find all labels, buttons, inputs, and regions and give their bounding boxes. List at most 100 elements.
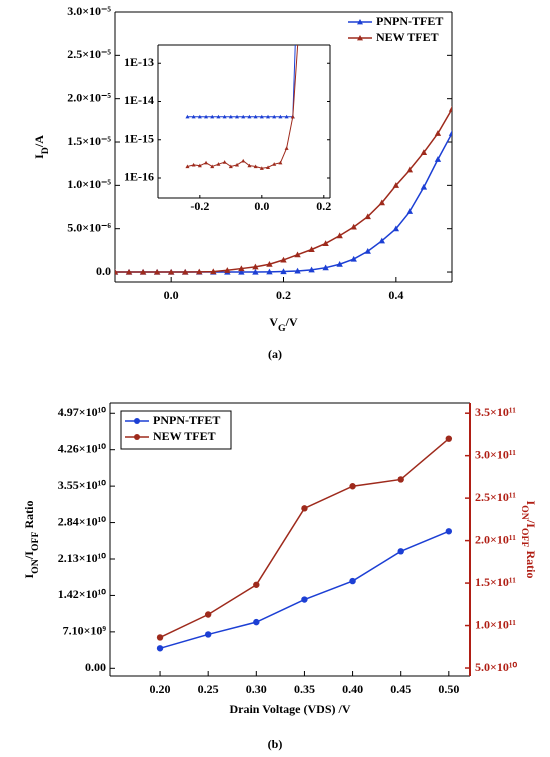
x-axis-label-part: Drain Voltage (VDS) /V [229, 702, 350, 716]
marker [448, 105, 452, 112]
legend-marker [357, 35, 363, 41]
markers [156, 528, 453, 652]
marker [266, 165, 271, 169]
y2-axis-label-part: OFF [519, 528, 530, 548]
y-axis-label-part: ON [30, 559, 41, 574]
marker [322, 264, 329, 271]
marker [280, 268, 287, 275]
marker [197, 163, 202, 168]
y-tick-label: 1E-16 [124, 170, 154, 184]
marker [253, 581, 260, 588]
y-axis-label-part: D [40, 147, 51, 154]
legend-label: PNPN-TFET [376, 14, 443, 28]
marker [216, 162, 221, 166]
marker [420, 149, 428, 155]
marker [336, 232, 343, 239]
y2-tick-label: 2.0×10¹¹ [475, 532, 516, 546]
y-tick-label: 4.26×10¹⁰ [58, 441, 106, 455]
marker [445, 435, 453, 442]
y-axis-label-part: I [32, 154, 46, 159]
marker [182, 268, 189, 275]
marker [156, 645, 164, 652]
y2-axis-label: ION/IOFF Ratio [519, 501, 538, 579]
marker [297, 23, 301, 27]
marker [253, 618, 260, 626]
x-tick-label: 0.25 [198, 682, 219, 696]
y-tick-label: 1.5×10⁻⁵ [67, 134, 111, 148]
marker [350, 255, 357, 262]
y2-axis-label-part: ON [519, 505, 530, 520]
y2-tick-label: 3.0×10¹¹ [475, 447, 516, 461]
x-tick-label: -0.2 [190, 199, 209, 213]
marker [392, 182, 400, 188]
marker [284, 114, 289, 119]
marker [204, 114, 209, 119]
marker [266, 261, 273, 267]
y-tick-label: 1E-15 [124, 131, 154, 145]
x-tick-label: 0.50 [438, 682, 459, 696]
y2-axis-label-part: Ratio [524, 547, 538, 578]
marker [290, 114, 295, 119]
y-tick-label: 1.42×10¹⁰ [58, 587, 106, 601]
y-axis-label-part: OFF [30, 531, 41, 551]
markers [115, 105, 452, 275]
marker [228, 164, 233, 169]
marker [235, 162, 240, 167]
marker [301, 596, 308, 603]
y-tick-label: 3.0×10⁻⁵ [67, 4, 111, 18]
marker [238, 268, 245, 275]
marker [204, 611, 212, 618]
marker [420, 183, 428, 190]
marker [294, 251, 301, 258]
marker [252, 268, 259, 275]
marker [196, 268, 203, 275]
y-tick-label: 1E-13 [124, 55, 154, 69]
x-tick-label: 0.45 [390, 682, 411, 696]
y-tick-label: 1.0×10⁻⁵ [67, 177, 111, 191]
series-line [159, 438, 450, 639]
marker [222, 114, 227, 119]
x-axis-label: VG/V [269, 315, 298, 334]
marker [350, 223, 357, 230]
marker [210, 268, 217, 275]
x-tick-label: 0.0 [164, 288, 179, 302]
x-tick-label: 0.2 [276, 288, 291, 302]
legend-box [120, 410, 232, 450]
marker [448, 130, 452, 136]
marker [153, 268, 161, 275]
x-axis-label-part: V [269, 315, 278, 329]
marker [294, 23, 298, 27]
marker [235, 114, 240, 119]
marker [445, 528, 453, 535]
y-tick-label: 2.13×10¹⁰ [58, 551, 106, 565]
y-tick-label: 2.84×10¹⁰ [58, 514, 106, 528]
marker [204, 631, 212, 638]
marker [167, 268, 175, 275]
marker [406, 166, 414, 173]
marker [278, 160, 283, 165]
marker [210, 114, 215, 119]
marker [204, 160, 209, 165]
marker [280, 256, 287, 263]
x-tick-label: 0.2 [316, 199, 331, 213]
x-tick-label: 0.0 [254, 199, 269, 213]
inset-background [158, 45, 330, 198]
marker [259, 114, 264, 119]
y-axis-label-part: Ratio [22, 501, 36, 532]
y2-tick-label: 3.5×10¹¹ [475, 405, 516, 419]
x-tick-label: 0.30 [246, 682, 267, 696]
marker [241, 114, 246, 119]
marker [294, 267, 301, 274]
legend-marker [134, 434, 140, 440]
y2-tick-label: 2.5×10¹¹ [475, 490, 516, 504]
y2-tick-label: 1.0×10¹¹ [475, 617, 516, 631]
y-tick-label: 0.0 [96, 264, 111, 278]
legend-label: PNPN-TFET [153, 413, 220, 427]
marker [125, 268, 133, 275]
marker [378, 199, 385, 206]
marker [278, 114, 283, 119]
marker [253, 114, 258, 119]
marker [397, 476, 404, 483]
marker [434, 130, 442, 136]
